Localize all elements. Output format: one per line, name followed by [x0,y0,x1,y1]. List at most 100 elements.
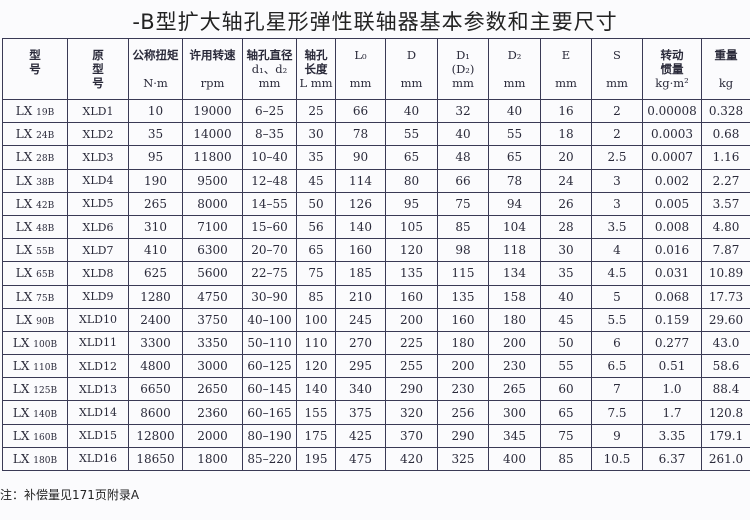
table-cell: 45 [296,168,336,193]
table-cell: 18 [540,122,592,147]
table-cell: 180 [437,330,489,356]
table-cell: 0.031 [642,261,702,286]
table-cell: 35 [128,122,183,147]
header-line: mm [503,76,526,90]
table-cell: 135 [385,261,438,286]
table-cell: 80–190 [242,423,297,448]
table-cell: 160 [385,284,438,309]
header-line: mm [606,76,628,90]
header-line [3,76,67,90]
table-cell: 19000 [182,98,243,124]
table-row: LX 48B XLD6 310 7100 15–60 56 140 105 85 104 28 3.5… [2,214,750,240]
table-cell: 40 [385,98,438,124]
header-line [386,62,437,76]
model-size: 110B [33,363,58,374]
table-cell: 265 [128,191,183,216]
model-cell: LX 75B [2,284,68,309]
table-cell: 66 [335,98,386,124]
table-cell: 40 [540,284,592,309]
table-cell: 3 [591,191,643,216]
table-cell: 158 [488,284,541,309]
footnote: 注：补偿量见171页附录A [0,488,140,502]
header-line: rpm [200,76,225,90]
model-cell: LX 160B [2,423,68,448]
header-line: 型 [29,48,41,62]
table-cell: 310 [128,214,183,240]
header-line: mm [258,76,281,90]
table-cell: XLD15 [67,423,129,448]
table-cell: 98 [437,238,489,263]
table-cell: 1.0 [642,377,702,402]
table-cell: 160 [335,238,386,263]
table-cell: 115 [437,261,489,286]
table-cell: 155 [296,400,336,425]
header-line: mm [452,76,474,90]
table-cell: 40 [437,122,489,147]
table-cell: 0.008 [642,214,702,240]
table-cell: XLD6 [67,214,129,240]
table-cell: 190 [128,168,183,193]
table-cell: 245 [335,307,386,332]
table-cell: 78 [335,122,386,147]
model-size: 65B [36,270,55,281]
model-prefix: LX [15,312,33,327]
table-cell: 3000 [182,354,243,379]
table-cell: 625 [128,261,183,286]
table-cell: 40 [488,98,541,124]
table-cell: 475 [335,446,386,472]
header-line [592,62,642,76]
table-cell: 135 [437,284,489,309]
table-cell: 0.0003 [642,122,702,147]
table-cell: 300 [488,400,541,425]
table-cell: 88.4 [701,377,750,402]
table-cell: XLD13 [67,377,129,402]
table-cell: 140 [335,214,386,240]
table-cell: 80 [385,168,438,193]
table-cell: 4.5 [591,261,643,286]
table-cell: 18650 [128,446,183,472]
table-cell: 20–70 [242,238,297,263]
table-cell: 75 [437,191,489,216]
table-cell: 6–25 [242,98,297,124]
table-cell: 7100 [182,214,243,240]
table-cell: 200 [385,307,438,332]
table-cell: 2 [591,98,643,124]
table-cell: 265 [488,377,541,402]
table-cell: XLD5 [67,191,129,216]
model-cell: LX 100B [2,330,68,356]
table-cell: 0.159 [642,307,702,332]
table-cell: 0.0007 [642,145,702,170]
table-cell: XLD8 [67,261,129,286]
table-cell: 43.0 [701,330,750,356]
table-cell: 4750 [182,284,243,309]
model-cell: LX 38B [2,168,68,193]
table-cell: 32 [437,98,489,124]
table-cell: 0.005 [642,191,702,216]
table-cell: 56 [296,214,336,240]
table-cell: 6 [591,330,643,356]
column-header: S mm [591,38,643,100]
table-cell: XLD14 [67,400,129,425]
model-prefix: LX [15,220,33,235]
table-cell: 50 [296,191,336,216]
table-cell: 114 [335,168,386,193]
table-cell: 340 [335,377,386,402]
table-cell: 140 [296,377,336,402]
table-cell: 270 [335,330,386,356]
header-line: mm [349,76,372,90]
table-row: LX 75B XLD9 1280 4750 30–90 85 210 160 135 158 40 5… [2,284,750,309]
table-cell: 195 [296,446,336,472]
table-cell: 10.5 [591,446,643,472]
table-cell: XLD4 [67,168,129,193]
table-cell: 290 [385,377,438,402]
header-line: N·m [143,76,168,90]
table-cell: 1280 [128,284,183,309]
table-cell: 48 [437,145,489,170]
table-cell: 78 [488,168,541,193]
model-cell: LX 65B [2,261,68,286]
header-line [336,62,385,76]
header-line [129,62,182,76]
table-cell: XLD3 [67,145,129,170]
table-cell: 11800 [182,145,243,170]
column-header: D₂ mm [488,38,541,100]
